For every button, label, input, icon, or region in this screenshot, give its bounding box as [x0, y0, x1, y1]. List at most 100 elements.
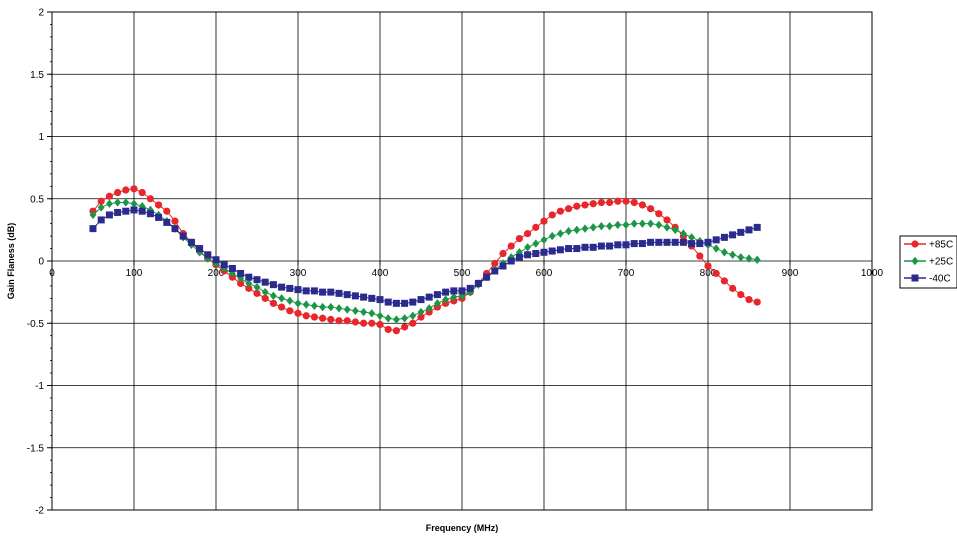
- data-point: [171, 217, 179, 225]
- data-point: [491, 267, 499, 275]
- data-point: [696, 252, 704, 260]
- data-point: [753, 298, 761, 306]
- data-point: [106, 199, 113, 208]
- data-point: [565, 205, 573, 213]
- y-tick-label: -1: [35, 381, 44, 392]
- series-layer: [89, 185, 761, 335]
- data-point: [450, 287, 458, 295]
- data-point: [343, 317, 351, 325]
- data-point: [302, 287, 310, 295]
- data-point: [704, 262, 712, 270]
- data-point: [163, 207, 171, 215]
- data-point: [122, 207, 130, 215]
- data-point: [540, 235, 548, 245]
- data-point: [737, 291, 745, 299]
- data-point: [614, 220, 622, 230]
- data-point: [647, 219, 654, 228]
- x-tick-label: 900: [782, 268, 799, 279]
- data-point: [442, 295, 449, 304]
- data-point: [753, 223, 761, 231]
- data-point: [294, 309, 302, 317]
- plot-border: [51, 11, 873, 511]
- data-point: [532, 250, 540, 258]
- data-point: [278, 283, 286, 291]
- data-point: [565, 245, 573, 253]
- data-point: [319, 288, 327, 296]
- data-point: [343, 305, 351, 314]
- x-axis-title: Frequency (MHz): [426, 523, 499, 533]
- data-point: [392, 299, 400, 307]
- data-point: [253, 289, 261, 297]
- y-tick-label: 2: [38, 8, 44, 19]
- legend-label: +25C: [929, 257, 953, 268]
- data-point: [720, 277, 729, 285]
- data-point: [622, 220, 630, 230]
- data-point: [696, 240, 704, 248]
- data-point: [138, 207, 146, 215]
- data-point: [548, 247, 556, 255]
- series-line: [92, 209, 758, 304]
- data-point: [97, 197, 105, 205]
- data-point: [524, 251, 532, 259]
- data-point: [638, 240, 646, 248]
- data-point: [565, 226, 572, 236]
- data-point: [376, 320, 384, 329]
- data-point: [352, 306, 359, 315]
- data-point: [630, 240, 638, 248]
- data-point: [614, 197, 622, 205]
- data-point: [261, 287, 269, 297]
- data-point: [261, 278, 269, 286]
- data-point: [598, 221, 605, 231]
- data-point: [458, 291, 466, 301]
- data-point: [179, 232, 187, 240]
- data-point: [401, 299, 409, 307]
- data-point: [269, 281, 277, 289]
- series-+25C: [89, 198, 761, 324]
- x-tick-label: 800: [700, 268, 717, 279]
- data-point: [663, 223, 671, 232]
- data-point: [319, 302, 326, 312]
- x-tick-label: 100: [126, 268, 143, 279]
- data-point: [155, 213, 163, 221]
- data-point: [376, 311, 384, 320]
- data-point: [130, 199, 138, 208]
- data-point: [425, 293, 433, 301]
- data-point: [278, 294, 285, 303]
- data-point: [409, 319, 417, 327]
- data-point: [581, 224, 589, 233]
- data-point: [540, 248, 548, 256]
- data-point: [335, 317, 343, 325]
- data-point: [393, 315, 400, 324]
- data-point: [368, 319, 376, 327]
- legend-item: +85C: [904, 240, 953, 251]
- data-point: [196, 245, 204, 253]
- data-point: [729, 284, 737, 292]
- data-point: [655, 238, 663, 246]
- legend-item: -40C: [904, 274, 951, 285]
- data-point: [573, 202, 581, 210]
- data-point: [597, 198, 606, 207]
- data-point: [294, 286, 302, 294]
- data-point: [680, 229, 687, 238]
- legend-marker: [911, 256, 919, 266]
- data-point: [433, 291, 441, 299]
- data-point: [237, 269, 245, 277]
- data-point: [704, 238, 712, 246]
- data-point: [647, 238, 655, 246]
- data-point: [491, 259, 499, 268]
- data-point: [417, 307, 425, 317]
- data-point: [597, 242, 605, 250]
- data-point: [737, 253, 745, 262]
- data-point: [655, 220, 663, 230]
- data-point: [507, 257, 515, 265]
- data-point: [138, 188, 146, 197]
- data-point: [163, 218, 171, 226]
- data-point: [360, 307, 367, 317]
- data-point: [114, 198, 121, 207]
- data-point: [556, 246, 564, 254]
- data-point: [204, 251, 212, 259]
- series-line: [92, 201, 758, 321]
- data-point: [532, 239, 540, 248]
- x-tick-label: 400: [372, 268, 389, 279]
- data-point: [401, 314, 408, 323]
